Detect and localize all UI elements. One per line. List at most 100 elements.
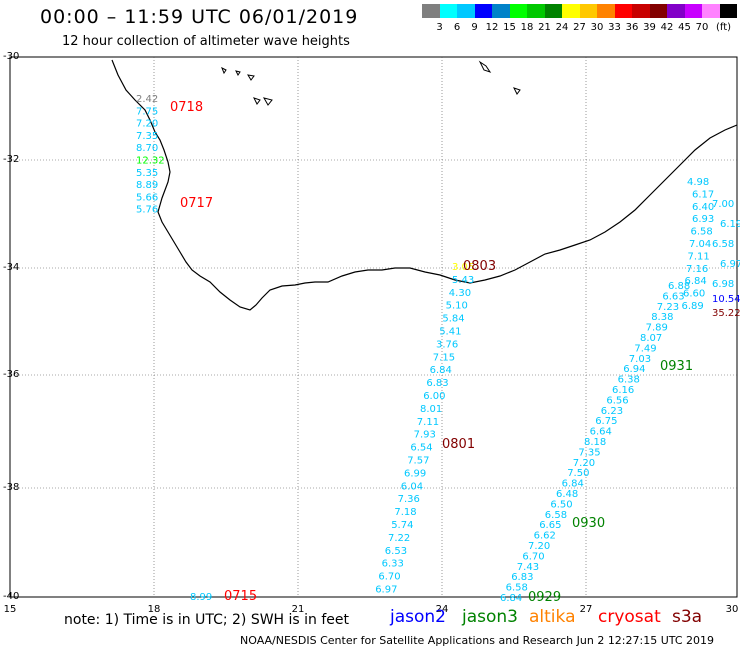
- pass-time-label: 0931: [660, 359, 693, 374]
- swh-value: 7.35: [578, 447, 600, 458]
- swh-value: 6.23: [601, 406, 623, 417]
- swh-value: 7.15: [433, 352, 455, 363]
- swh-value: 7.00: [712, 199, 734, 210]
- swh-value: 35.22: [712, 308, 740, 319]
- colorbar-tick: 70: [695, 22, 709, 33]
- swh-value: 6.84: [562, 479, 584, 490]
- pass-time-label: 0929: [528, 590, 561, 605]
- swh-value: 6.58: [545, 510, 567, 521]
- swh-value: 6.04: [401, 481, 423, 492]
- colorbar-tick: 42: [660, 22, 674, 33]
- swh-value: 7.23: [657, 302, 679, 313]
- swh-value: 7.20: [528, 541, 550, 552]
- colorbar-tick: 18: [520, 22, 534, 33]
- legend-jason3: jason3: [462, 607, 518, 627]
- swh-value: 7.43: [517, 562, 539, 573]
- map-subtitle: 12 hour collection of altimeter wave hei…: [62, 34, 350, 49]
- swh-value: 7.22: [388, 533, 410, 544]
- legend-note: note: 1) Time is in UTC; 2) SWH is in fe…: [64, 612, 350, 628]
- colorbar-swatch: [457, 4, 475, 18]
- colorbar-unit: (ft): [716, 22, 732, 33]
- swh-value: 6.53: [385, 546, 407, 557]
- lon-label: 27: [579, 604, 593, 615]
- colorbar-tick: 12: [485, 22, 499, 33]
- swh-value: 5.43: [452, 275, 474, 286]
- colorbar-tick: 21: [538, 22, 551, 33]
- swh-value: 7.35: [136, 131, 158, 142]
- swh-value: 6.70: [378, 572, 400, 583]
- swh-value: 6.75: [595, 416, 617, 427]
- colorbar-tick: 36: [625, 22, 639, 33]
- legend-s3a: s3a: [672, 607, 703, 627]
- swh-value: 3.05: [452, 262, 474, 273]
- colorbar-tick: 39: [643, 22, 656, 33]
- colorbar-swatch: [579, 4, 597, 18]
- swh-value: 6.98: [712, 279, 734, 290]
- map-graticule: [10, 57, 737, 597]
- swh-value: 6.56: [606, 395, 628, 406]
- map-title: 00:00 – 11:59 UTC 06/01/2019: [40, 6, 359, 28]
- swh-value: 7.11: [688, 251, 710, 262]
- lat-label: -32: [3, 154, 20, 165]
- pass-time-label: 0803: [463, 259, 496, 274]
- colorbar-swatch: [614, 4, 632, 18]
- swh-value: 6.16: [612, 385, 634, 396]
- swh-value: 7.50: [567, 468, 589, 479]
- colorbar-tick: 6: [453, 22, 461, 33]
- lon-label: 18: [147, 604, 161, 615]
- colorbar-swatch: [474, 4, 492, 18]
- swh-value: 7.57: [407, 456, 429, 467]
- pass-time-label: 0717: [180, 196, 213, 211]
- swh-value: 6.54: [410, 443, 432, 454]
- swh-value: 6.33: [382, 559, 404, 570]
- lon-label: 21: [291, 604, 305, 615]
- swh-value: 6.48: [556, 489, 578, 500]
- swh-value: 8.38: [651, 312, 673, 323]
- pass-time-label: 0930: [572, 516, 605, 531]
- swh-value: 7.20: [136, 119, 158, 130]
- swh-value: 6.64: [590, 427, 612, 438]
- swh-value: 6.84: [685, 276, 707, 287]
- swh-value: 6.40: [692, 202, 714, 213]
- colorbar-tick: 27: [573, 22, 586, 33]
- swh-value: 6.60: [683, 289, 705, 300]
- colorbar-swatch: [667, 4, 685, 18]
- pass-time-label: 0801: [442, 437, 475, 452]
- colorbar-swatch: [702, 4, 720, 18]
- lat-label: -38: [3, 482, 20, 493]
- swh-value: 5.84: [442, 314, 464, 325]
- colorbar-swatch: [527, 4, 545, 18]
- colorbar-swatch: [562, 4, 580, 18]
- legend-jason2: jason2: [390, 607, 446, 627]
- colorbar-tick: 9: [471, 22, 478, 33]
- swh-value: 8.01: [420, 404, 442, 415]
- colorbar-swatch: [509, 4, 527, 18]
- lon-label: 24: [435, 604, 449, 615]
- south-africa-coastline: [111, 59, 738, 311]
- swh-value: 5.66: [136, 192, 158, 203]
- colorbar-tick: 15: [503, 22, 516, 33]
- swh-value: 3.76: [436, 339, 458, 350]
- swh-value: 6.94: [623, 364, 645, 375]
- swh-value: 5.74: [391, 520, 413, 531]
- swh-value: 6.19: [720, 219, 740, 230]
- swh-value: 5.76: [136, 205, 158, 216]
- swh-value: 6.89: [682, 301, 704, 312]
- swh-value: 6.83: [426, 378, 448, 389]
- pass-time-label: 0718: [170, 100, 203, 115]
- islands: [221, 60, 521, 106]
- swh-value: 6.38: [618, 375, 640, 386]
- swh-value: 6.58: [506, 583, 528, 594]
- swh-value: 8.07: [640, 333, 662, 344]
- lon-label: 15: [3, 604, 17, 615]
- swh-value: 5.41: [439, 327, 461, 338]
- swh-value: 6.58: [712, 239, 734, 250]
- swh-value: 7.18: [394, 507, 416, 518]
- colorbar-swatch: [632, 4, 650, 18]
- swh-value: 6.63: [662, 291, 684, 302]
- swh-value: 6.84: [430, 365, 452, 376]
- swh-value: 12.32: [136, 156, 165, 167]
- swh-value: 6.97: [375, 585, 397, 596]
- lat-label: -30: [3, 51, 20, 62]
- swh-value: 7.49: [634, 343, 656, 354]
